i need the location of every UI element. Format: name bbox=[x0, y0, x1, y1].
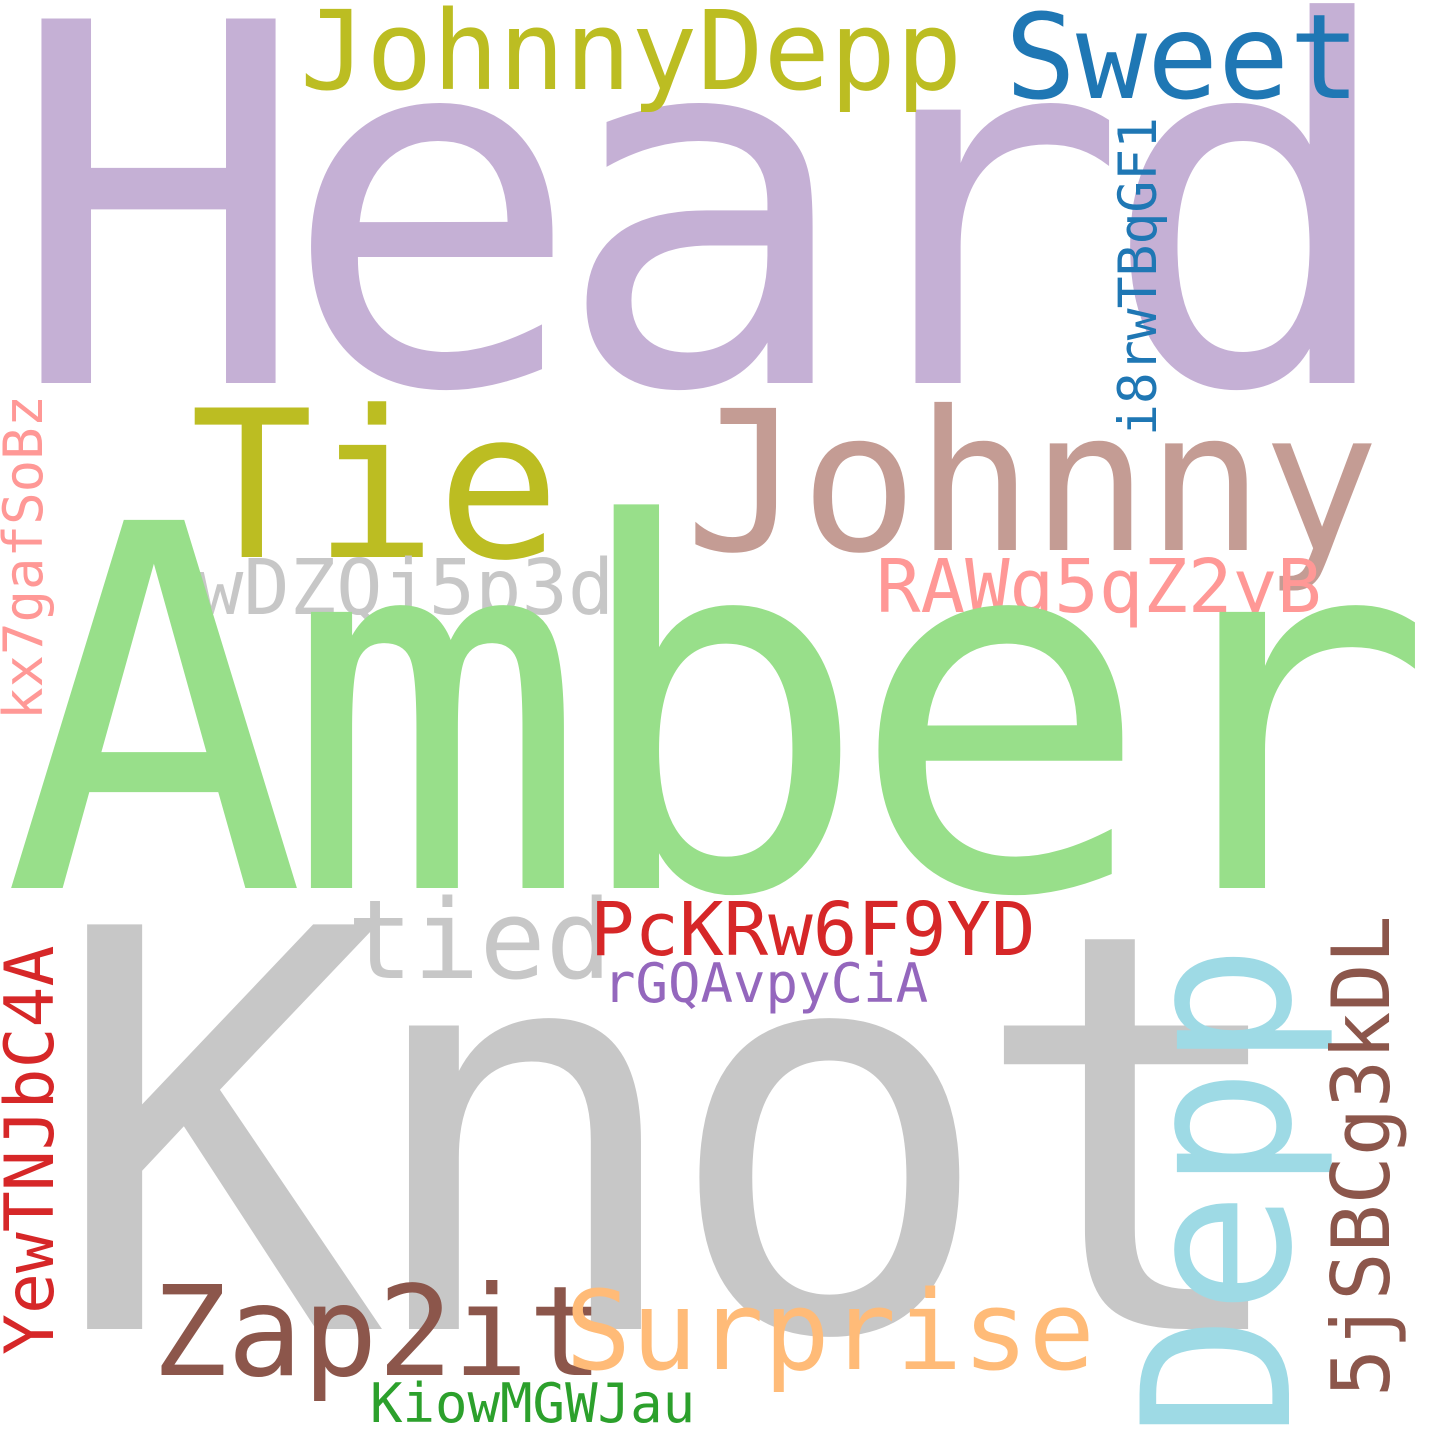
word-heard: Heard bbox=[8, 0, 1401, 501]
word-5jsbcg3kdl: 5jSBCg3kDL bbox=[1315, 915, 1408, 1397]
word-rawg5qz2yb: RAWg5qZ2yB bbox=[876, 544, 1322, 630]
word-tied: tied bbox=[347, 876, 612, 1004]
word-amber: Amber bbox=[2, 420, 1434, 1008]
word-yewtnjbc4a: YewTNJbC4A bbox=[0, 945, 70, 1355]
word-rgqavpycia: rGQAvpyCiA bbox=[603, 952, 929, 1015]
word-depp: Depp bbox=[1100, 944, 1338, 1438]
word-kiowmgwjau: KiowMGWJau bbox=[370, 1372, 696, 1435]
word-johnnydepp: JohnnyDepp bbox=[300, 0, 963, 115]
word-wdzqj5p3dj: wDZQj5p3dj bbox=[197, 544, 661, 633]
word-pckrw6f9yd: PcKRw6F9YD bbox=[590, 887, 1036, 973]
word-knot: Knot bbox=[50, 814, 1303, 1440]
word-johnny: Johnny bbox=[685, 369, 1379, 596]
word-zap2it: Zap2it bbox=[152, 1260, 604, 1405]
word-sweet: Sweet bbox=[1005, 0, 1361, 126]
word-kx7gafsobz: kx7gafSoBz bbox=[0, 394, 55, 720]
word-i8rwtbqgf1: i8rwTBqGF1 bbox=[1108, 116, 1169, 436]
word-surprise: Surprise bbox=[565, 1267, 1095, 1395]
word-tie: Tie bbox=[190, 368, 561, 606]
